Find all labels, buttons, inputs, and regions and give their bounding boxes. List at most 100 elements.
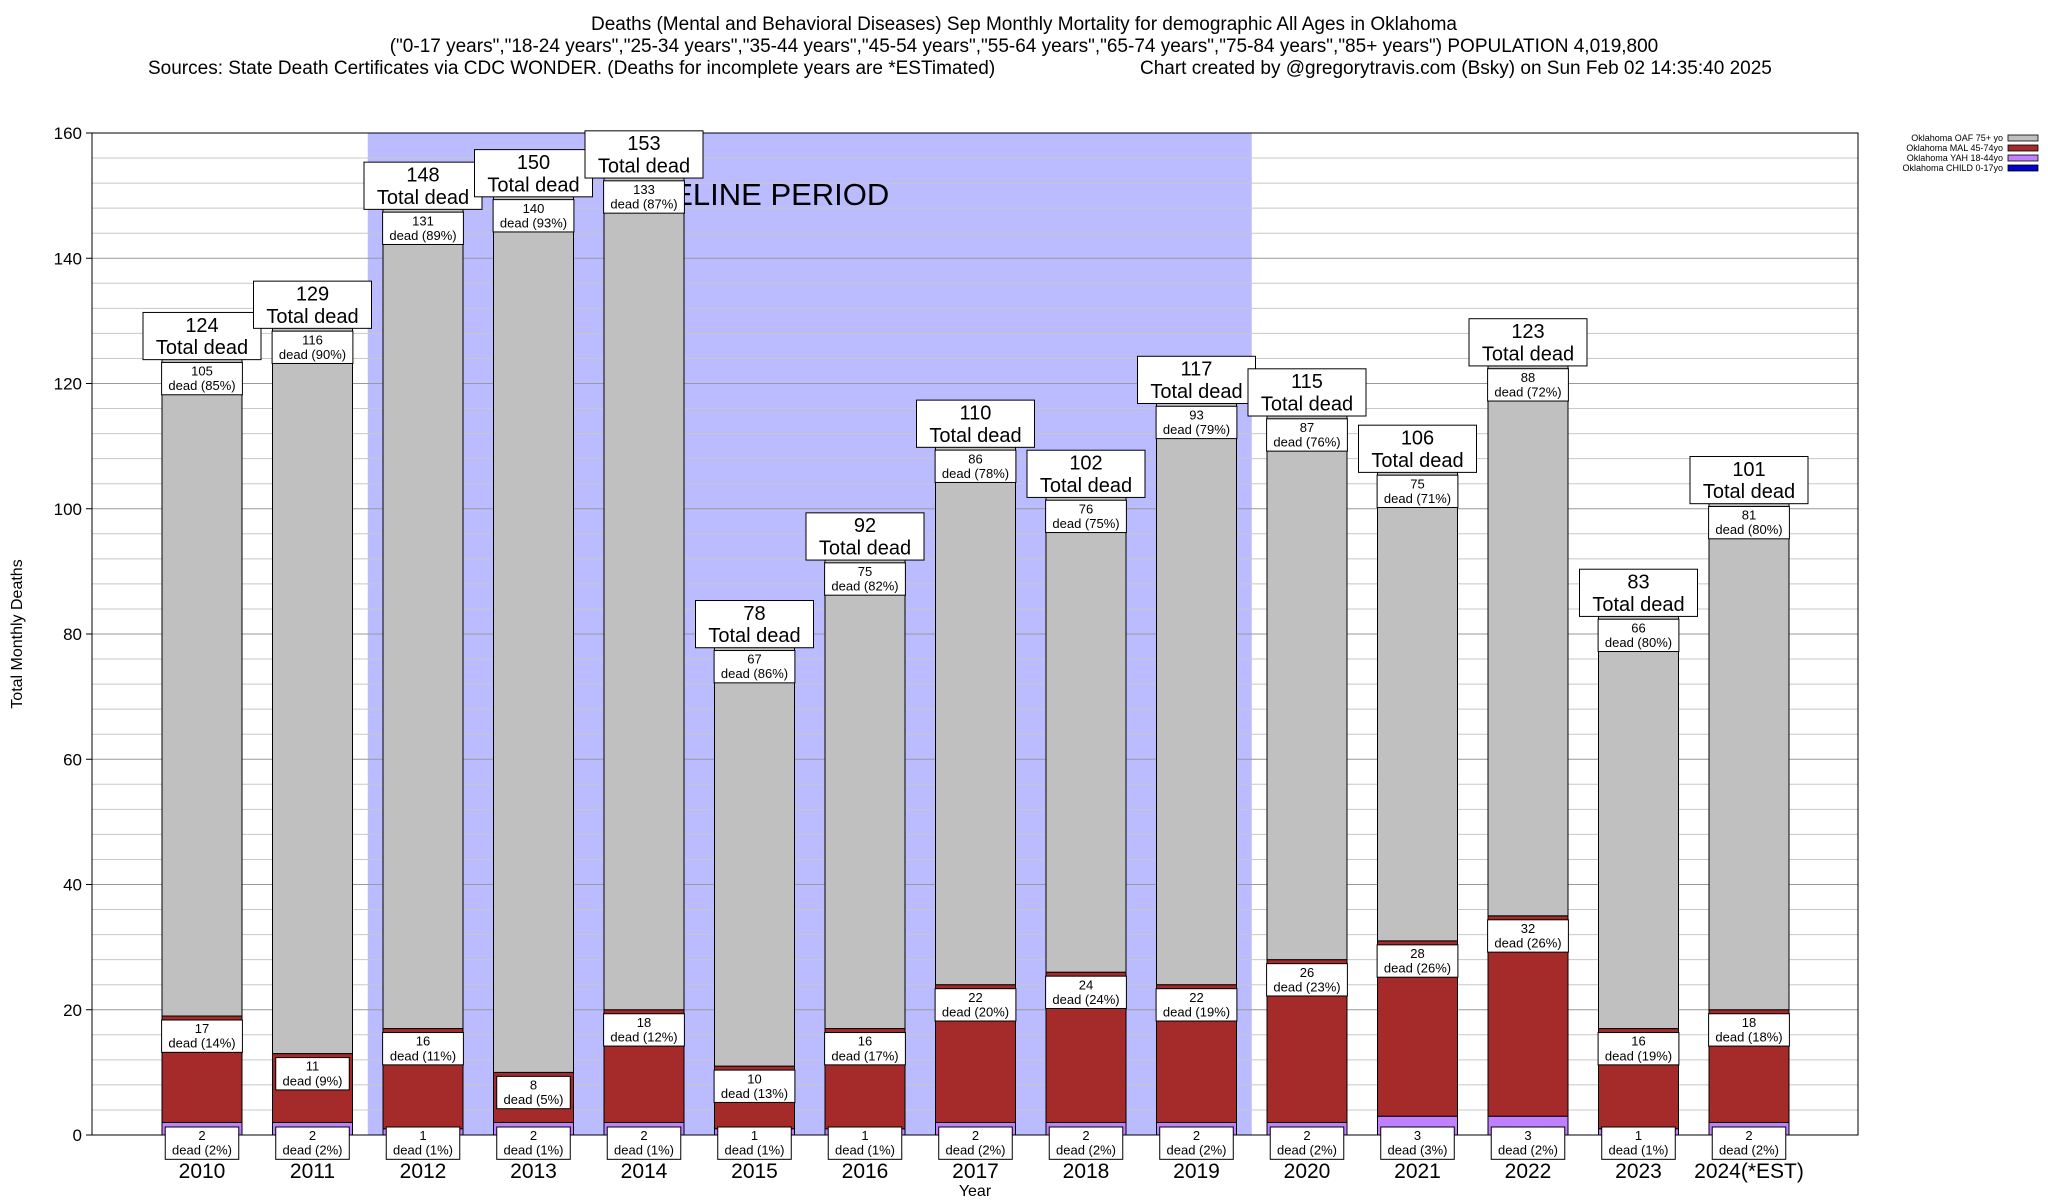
yah-data-label-label: 2 xyxy=(1193,1128,1200,1143)
yah-data-label-label: dead (2%) xyxy=(1167,1143,1227,1158)
yah-data-label-box xyxy=(717,1126,792,1160)
oaf-data-label-label: dead (71%) xyxy=(1384,491,1451,506)
yah-data-label-label: dead (2%) xyxy=(283,1143,343,1158)
oaf-data-label-label: dead (75%) xyxy=(1052,516,1119,531)
mal-data-label-label: 8 xyxy=(530,1078,537,1093)
mal-data-label-label: 16 xyxy=(1631,1034,1645,1049)
total-data-label-label: 117 xyxy=(1181,359,1213,381)
yah-data-label-box xyxy=(385,1126,461,1160)
oaf-data-label-label: 67 xyxy=(747,652,761,667)
total-data-label-label: 115 xyxy=(1291,371,1323,393)
oaf-data-label-label: 87 xyxy=(1300,420,1314,435)
y-tick-label: 120 xyxy=(54,375,82,394)
legend-swatch xyxy=(2007,164,2039,172)
yah-data-label-label: dead (1%) xyxy=(835,1143,895,1158)
mal-data-label-label: 10 xyxy=(747,1071,761,1086)
x-tick-label: 2013 xyxy=(510,1160,557,1183)
mal-data-label-label: dead (12%) xyxy=(610,1029,677,1044)
total-data-label-label: 78 xyxy=(743,603,765,625)
oaf-data-label-label: 76 xyxy=(1079,501,1093,516)
yah-data-label-box xyxy=(827,1126,903,1160)
total-data-label-label: 124 xyxy=(185,315,218,337)
total-data-label-label: Total dead xyxy=(819,538,911,560)
mal-data-label-label: 22 xyxy=(1189,990,1203,1005)
x-tick-label: 2018 xyxy=(1063,1160,1110,1183)
x-tick-label: 2024(*EST) xyxy=(1694,1160,1804,1183)
x-tick-label: 2019 xyxy=(1173,1160,1220,1183)
oaf-data-label-label: 86 xyxy=(968,451,982,466)
mal-data-label-label: 16 xyxy=(416,1034,430,1049)
total-data-label-box xyxy=(916,399,1035,448)
total-data-label-label: Total dead xyxy=(929,425,1021,447)
yah-data-label-label: dead (1%) xyxy=(725,1143,785,1158)
x-tick-label: 2010 xyxy=(179,1160,226,1183)
total-data-label-label: Total dead xyxy=(1592,594,1684,616)
oaf-data-label-label: 93 xyxy=(1189,407,1203,422)
oaf-data-label-label: 75 xyxy=(1410,476,1424,491)
chart-credit: Chart created by @gregorytravis.com (Bsk… xyxy=(1140,58,1772,79)
bar-segment xyxy=(1708,501,1790,1011)
x-tick-label: 2014 xyxy=(621,1160,668,1183)
yah-data-label-box xyxy=(164,1126,240,1160)
mal-data-label-box xyxy=(1597,1032,1680,1066)
total-data-label-label: Total dead xyxy=(487,174,579,196)
x-tick-label: 2023 xyxy=(1615,1160,1662,1183)
oaf-data-label-label: 116 xyxy=(302,332,323,347)
mal-data-label-label: 24 xyxy=(1079,977,1093,992)
yah-data-label-label: 1 xyxy=(1635,1128,1642,1143)
mal-data-label-box xyxy=(496,1075,571,1110)
mal-data-label-label: dead (17%) xyxy=(831,1048,898,1063)
oaf-data-label-label: 105 xyxy=(191,364,213,379)
oaf-data-label-label: dead (90%) xyxy=(279,347,346,362)
oaf-data-label-box xyxy=(1708,505,1790,540)
mal-data-label-box xyxy=(824,1032,906,1066)
yah-data-label-label: 1 xyxy=(861,1128,868,1143)
legend-swatch xyxy=(2007,154,2039,162)
total-data-label-label: 101 xyxy=(1732,459,1765,481)
yah-data-label-label: dead (2%) xyxy=(1498,1143,1558,1158)
bar-segment xyxy=(1156,401,1237,986)
yah-data-label-label: 3 xyxy=(1524,1128,1531,1143)
oaf-data-label-box xyxy=(1376,474,1459,508)
oaf-data-label-label: 88 xyxy=(1521,370,1535,385)
mal-data-label-label: 18 xyxy=(1742,1015,1756,1030)
total-data-label-label: 148 xyxy=(406,164,439,186)
x-axis-label: Year xyxy=(959,1183,992,1200)
y-tick-label: 20 xyxy=(63,1001,82,1020)
yah-data-label-label: dead (3%) xyxy=(1388,1143,1448,1158)
total-data-label-box xyxy=(363,161,483,210)
oaf-data-label-label: dead (78%) xyxy=(942,466,1009,481)
total-data-label-label: Total dead xyxy=(598,156,690,178)
bar-segment xyxy=(935,445,1016,986)
mal-data-label-label: 32 xyxy=(1521,921,1535,936)
mal-data-label-label: 22 xyxy=(968,990,982,1005)
mal-data-label-label: dead (14%) xyxy=(168,1036,235,1051)
chart-title: Deaths (Mental and Behavioral Diseases) … xyxy=(591,14,1457,35)
y-tick-label: 100 xyxy=(54,500,82,519)
y-tick-label: 60 xyxy=(63,750,82,769)
total-data-label-box xyxy=(584,130,704,179)
mal-data-label-box xyxy=(1045,975,1127,1009)
oaf-data-label-box xyxy=(382,211,464,245)
yah-data-label-box xyxy=(496,1126,571,1160)
total-data-label-label: 129 xyxy=(296,283,329,305)
total-data-label-label: 102 xyxy=(1069,453,1102,475)
legend-entry-label: Oklahoma YAH 18-44yo xyxy=(1907,153,2003,163)
bar-segment xyxy=(493,195,574,1073)
oaf-data-label-box xyxy=(1045,499,1127,534)
yah-data-label-box xyxy=(1380,1126,1455,1160)
yah-data-label-label: 2 xyxy=(1303,1128,1310,1143)
mal-data-label-label: 18 xyxy=(637,1015,651,1030)
yah-data-label-box xyxy=(1048,1126,1124,1160)
mal-data-label-label: dead (9%) xyxy=(283,1073,343,1088)
x-tick-label: 2016 xyxy=(842,1160,889,1183)
total-data-label-box xyxy=(805,512,925,561)
mal-data-label-label: dead (19%) xyxy=(1605,1048,1672,1063)
total-data-label-box xyxy=(1689,455,1809,505)
legend-entry-label: Oklahoma CHILD 0-17yo xyxy=(1902,163,2003,173)
legend-swatch xyxy=(2007,144,2039,152)
total-data-label-label: Total dead xyxy=(708,625,800,647)
mal-data-label-box xyxy=(934,988,1017,1022)
mal-data-label-box xyxy=(382,1032,464,1066)
total-data-label-label: Total dead xyxy=(1040,475,1132,497)
